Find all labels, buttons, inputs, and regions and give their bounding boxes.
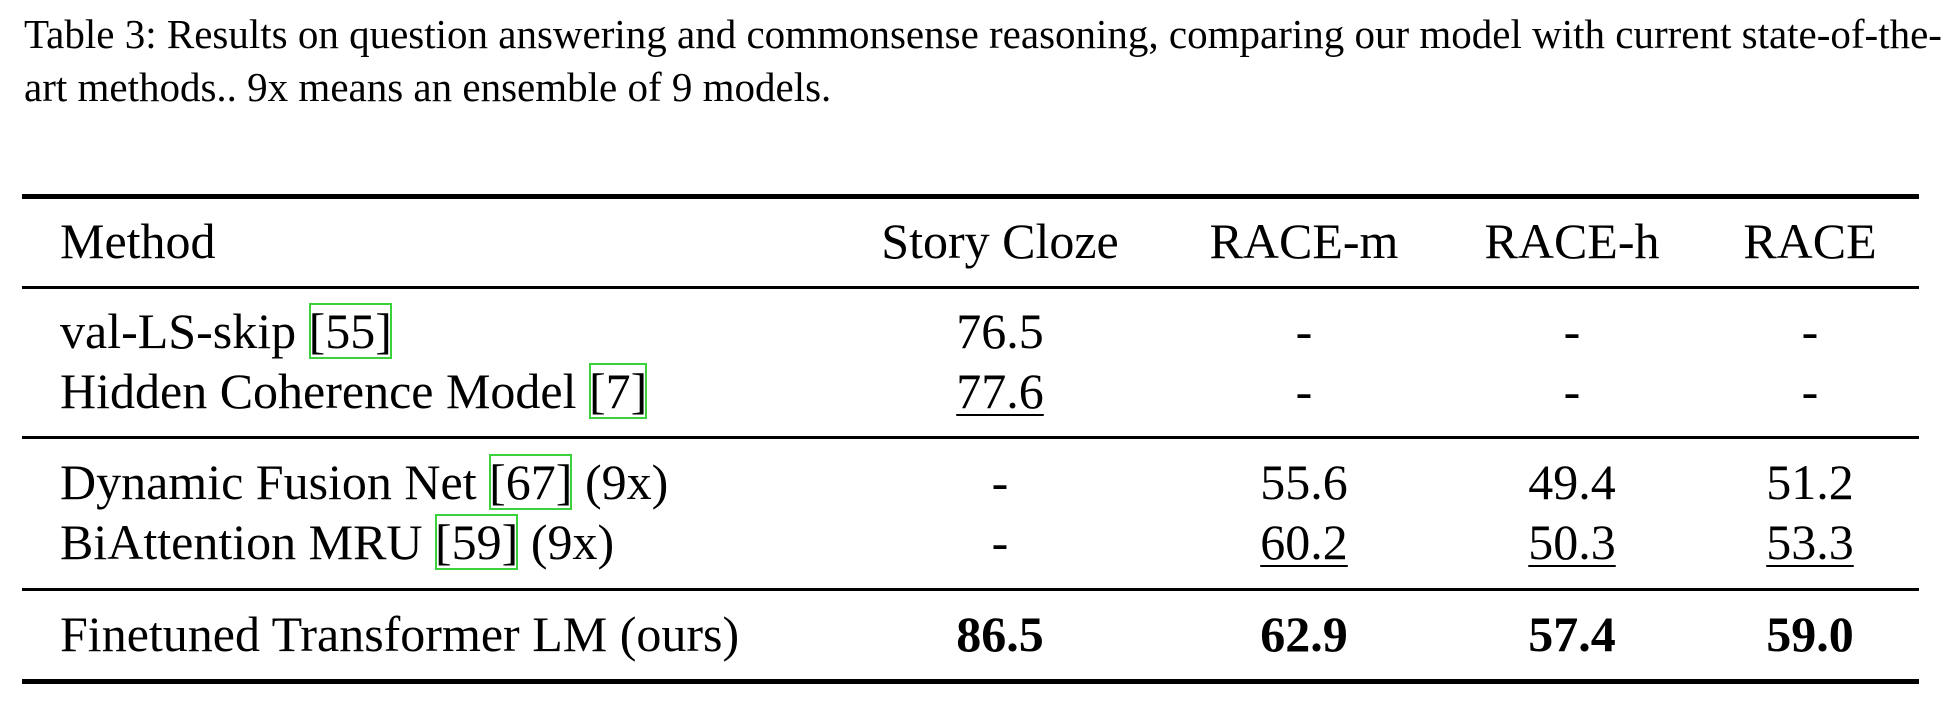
method-cell: val-LS-skip [55] [60,301,392,361]
score-cell: 50.3 [1528,514,1616,570]
group-rule [22,436,1919,439]
column-header: Story Cloze [881,213,1119,269]
table-caption: Table 3: Results on question answering a… [24,11,1942,110]
score-cell: - [1563,363,1581,419]
column-header: RACE [1743,213,1877,269]
method-name: val-LS-skip [60,303,297,359]
method-cell: Hidden Coherence Model [7] [60,361,648,421]
citation: [55] [308,303,392,359]
score-cell: 60.2 [1260,514,1348,570]
method-suffix: (9x) [584,454,669,510]
citation: [59] [435,514,519,570]
header-rule [22,286,1919,289]
score-cell: - [1563,303,1581,359]
bottom-rule [22,679,1919,684]
method-cell: Dynamic Fusion Net [67] (9x) [60,452,668,512]
score-cell: - [991,454,1009,510]
method-cell: Finetuned Transformer LM (ours) [60,604,739,664]
score-cell: 59.0 [1766,606,1854,662]
citation: [67] [489,454,573,510]
score-cell: - [1801,363,1819,419]
method-suffix: (9x) [530,514,615,570]
score-cell: 53.3 [1766,514,1854,570]
citation: [7] [589,363,648,419]
score-cell: 49.4 [1528,454,1616,510]
method-name: Hidden Coherence Model [60,363,577,419]
method-name: Dynamic Fusion Net [60,454,477,510]
column-header: RACE-m [1209,213,1399,269]
score-cell: - [1801,303,1819,359]
score-cell: 76.5 [956,303,1044,359]
score-cell: 86.5 [956,606,1044,662]
method-name: BiAttention MRU [60,514,423,570]
score-cell: - [1295,303,1313,359]
column-header: RACE-h [1484,213,1660,269]
score-cell: 62.9 [1260,606,1348,662]
method-name: Finetuned Transformer LM (ours) [60,606,740,662]
score-cell: - [991,514,1009,570]
score-cell: - [1295,363,1313,419]
group-rule [22,588,1919,591]
score-cell: 77.6 [956,363,1044,419]
score-cell: 57.4 [1528,606,1616,662]
method-cell: BiAttention MRU [59] (9x) [60,512,614,572]
score-cell: 55.6 [1260,454,1348,510]
score-cell: 51.2 [1766,454,1854,510]
column-header: Method [60,213,216,269]
top-rule [22,194,1919,199]
